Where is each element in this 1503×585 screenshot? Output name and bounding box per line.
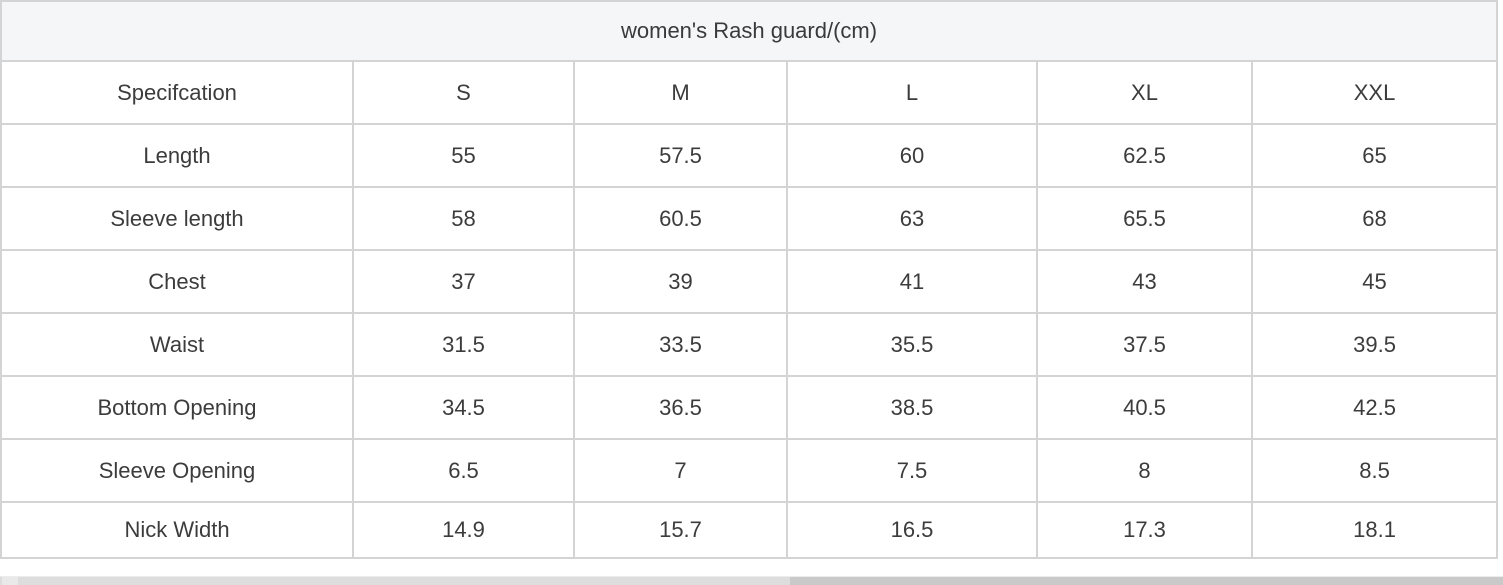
cell-value: 60 <box>786 123 1038 188</box>
horizontal-scrollbar[interactable] <box>0 576 1503 585</box>
cell-value: 8 <box>1036 438 1253 503</box>
row-label: Waist <box>0 312 354 377</box>
column-header-size-xxl: XXL <box>1250 60 1499 125</box>
table-row-chest: Chest 37 39 41 43 45 <box>0 249 1499 314</box>
cell-value: 42.5 <box>1250 375 1499 440</box>
scrollbar-corner <box>2 577 18 585</box>
column-header-size-m: M <box>573 60 788 125</box>
cell-value: 37 <box>352 249 575 314</box>
cell-value: 6.5 <box>352 438 575 503</box>
cell-value: 38.5 <box>786 375 1038 440</box>
cell-value: 18.1 <box>1250 501 1499 559</box>
table-header-row: Specifcation S M L XL XXL <box>0 60 1499 125</box>
column-header-size-s: S <box>352 60 575 125</box>
cell-value: 65 <box>1250 123 1499 188</box>
table-title-row: women's Rash guard/(cm) <box>0 0 1499 62</box>
cell-value: 57.5 <box>573 123 788 188</box>
table-row-waist: Waist 31.5 33.5 35.5 37.5 39.5 <box>0 312 1499 377</box>
row-label: Nick Width <box>0 501 354 559</box>
cell-value: 43 <box>1036 249 1253 314</box>
column-header-size-l: L <box>786 60 1038 125</box>
table-row-bottom-opening: Bottom Opening 34.5 36.5 38.5 40.5 42.5 <box>0 375 1499 440</box>
table-row-sleeve-opening: Sleeve Opening 6.5 7 7.5 8 8.5 <box>0 438 1499 503</box>
cell-value: 31.5 <box>352 312 575 377</box>
cell-value: 58 <box>352 186 575 251</box>
cell-value: 62.5 <box>1036 123 1253 188</box>
cell-value: 45 <box>1250 249 1499 314</box>
cell-value: 39 <box>573 249 788 314</box>
cell-value: 68 <box>1250 186 1499 251</box>
table-title: women's Rash guard/(cm) <box>0 0 1499 62</box>
cell-value: 14.9 <box>352 501 575 559</box>
size-chart-table: women's Rash guard/(cm) Specifcation S M… <box>0 0 1499 559</box>
table-row-sleeve-length: Sleeve length 58 60.5 63 65.5 68 <box>0 186 1499 251</box>
cell-value: 34.5 <box>352 375 575 440</box>
column-header-size-xl: XL <box>1036 60 1253 125</box>
cell-value: 16.5 <box>786 501 1038 559</box>
cell-value: 35.5 <box>786 312 1038 377</box>
cell-value: 36.5 <box>573 375 788 440</box>
cell-value: 15.7 <box>573 501 788 559</box>
cell-value: 63 <box>786 186 1038 251</box>
cell-value: 55 <box>352 123 575 188</box>
cell-value: 7.5 <box>786 438 1038 503</box>
table-row-length: Length 55 57.5 60 62.5 65 <box>0 123 1499 188</box>
cell-value: 39.5 <box>1250 312 1499 377</box>
column-header-specification: Specifcation <box>0 60 354 125</box>
scrollbar-thumb[interactable] <box>790 577 1503 585</box>
row-label: Sleeve length <box>0 186 354 251</box>
cell-value: 37.5 <box>1036 312 1253 377</box>
cell-value: 17.3 <box>1036 501 1253 559</box>
row-label: Bottom Opening <box>0 375 354 440</box>
cell-value: 65.5 <box>1036 186 1253 251</box>
cell-value: 60.5 <box>573 186 788 251</box>
row-label: Sleeve Opening <box>0 438 354 503</box>
cell-value: 41 <box>786 249 1038 314</box>
cell-value: 40.5 <box>1036 375 1253 440</box>
cell-value: 33.5 <box>573 312 788 377</box>
row-label: Length <box>0 123 354 188</box>
cell-value: 7 <box>573 438 788 503</box>
row-label: Chest <box>0 249 354 314</box>
table-row-nick-width: Nick Width 14.9 15.7 16.5 17.3 18.1 <box>0 501 1499 559</box>
cell-value: 8.5 <box>1250 438 1499 503</box>
